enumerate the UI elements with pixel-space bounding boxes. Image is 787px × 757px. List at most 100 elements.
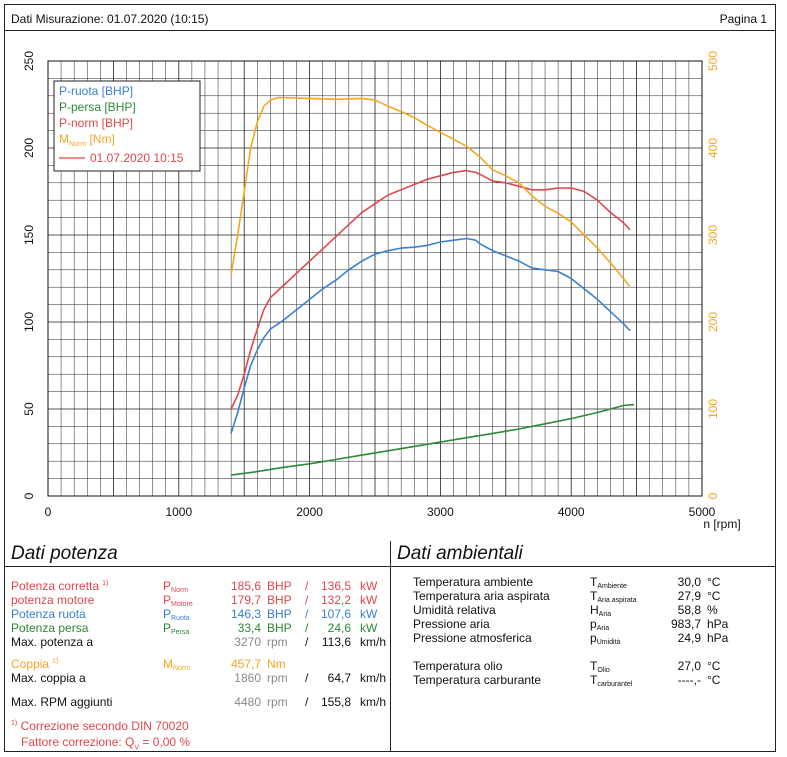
din-note-text: Correzione secondo DIN 70020 bbox=[20, 719, 189, 733]
ambientale-value: ----,- bbox=[677, 673, 701, 687]
x-tick-label: 3000 bbox=[427, 505, 454, 519]
ambientale-row: Temperatura olio TOlio 27,0 °C bbox=[391, 659, 775, 674]
potenza-unit-1: rpm bbox=[267, 695, 288, 709]
ambientale-symbol: TOlio bbox=[590, 659, 610, 674]
y-right-tick-label: 0 bbox=[706, 492, 720, 499]
potenza-row: potenza motore PMotore 179,7 BHP / 132,2 kW bbox=[5, 593, 391, 608]
din-note-marker: 1) bbox=[11, 720, 18, 727]
potenza-unit-1: rpm bbox=[267, 671, 288, 685]
ambientale-row: Temperatura aria aspirata TAria aspirata 2… bbox=[391, 589, 775, 604]
x-tick-label: 2000 bbox=[296, 505, 323, 519]
ambientale-row: Umidità relativa HAria 58,8% bbox=[391, 603, 775, 618]
report-frame: Dati Misurazione: 01.07.2020 (10:15) Pag… bbox=[4, 4, 776, 752]
ambientale-symbol: Tcarburantel bbox=[590, 673, 633, 688]
symbol-subscript: Ruota bbox=[171, 615, 190, 622]
ambientale-symbol: pAria bbox=[590, 617, 610, 632]
potenza-separator: / bbox=[305, 607, 309, 621]
legend-run-label: 01.07.2020 10:15 bbox=[90, 151, 184, 165]
potenza-label: Coppia 1) bbox=[11, 657, 59, 671]
potenza-row: Potenza persa PPersa 33,4 BHP / 24,6 kW bbox=[5, 621, 391, 636]
potenza-value-1: 4480 bbox=[234, 695, 261, 709]
y-left-tick-label: 150 bbox=[22, 225, 36, 245]
potenza-row: Potenza corretta 1) PNorm 185,6 BHP / 136,5 kW bbox=[5, 579, 391, 594]
ambientale-symbol: TAria aspirata bbox=[590, 589, 637, 604]
ambientale-row: Pressione atmosferica pUmidità 24,9 hPa bbox=[391, 631, 775, 646]
potenza-separator: / bbox=[305, 621, 309, 635]
dati-ambientali-section: Dati ambientali Temperatura ambiente TAmb… bbox=[391, 541, 775, 751]
symbol-subscript: Persa bbox=[171, 629, 190, 636]
series-line bbox=[230, 403, 635, 476]
symbol-subscript: Aria aspirata bbox=[597, 597, 637, 604]
potenza-separator: / bbox=[305, 695, 309, 709]
symbol-subscript: Motore bbox=[171, 601, 193, 608]
footnote-marker: 1) bbox=[102, 580, 109, 587]
potenza-value-1: 179,7 bbox=[230, 593, 261, 607]
symbol-subscript: Norm bbox=[173, 665, 191, 672]
y-left-tick-label: 250 bbox=[22, 51, 36, 71]
potenza-value-2: 155,8 bbox=[320, 695, 351, 709]
ambientale-unit: °C bbox=[707, 575, 721, 589]
chart-legend: P-ruota [BHP] P-persa [BHP] P-norm [BHP] MN… bbox=[53, 80, 201, 172]
symbol-subscript: Aria bbox=[598, 611, 612, 618]
potenza-value-2: 136,5 bbox=[320, 579, 351, 593]
potenza-unit-2: km/h bbox=[360, 671, 387, 685]
y-left-tick-label: 200 bbox=[22, 138, 36, 158]
potenza-label: Max. potenza a bbox=[11, 635, 94, 649]
symbol-subscript: Olio bbox=[597, 667, 610, 674]
x-tick-label: 5000 bbox=[689, 505, 716, 519]
potenza-value-2: 24,6 bbox=[327, 621, 351, 635]
ambientale-value: 24,9 bbox=[677, 631, 701, 645]
footnote-marker: 1) bbox=[52, 658, 59, 665]
potenza-symbol: PRuota bbox=[163, 607, 190, 622]
x-axis-label: n [rpm] bbox=[703, 517, 740, 531]
symbol-subscript: Umidità bbox=[596, 639, 621, 646]
ambientale-label: Pressione aria bbox=[413, 617, 490, 631]
potenza-row: Coppia 1) MNorm 457,7 Nm bbox=[5, 657, 391, 672]
symbol-subscript: Norm bbox=[171, 587, 189, 594]
potenza-unit-1: BHP bbox=[267, 607, 292, 621]
correction-factor: Fattore correzione: QV = 0,00 % bbox=[21, 735, 190, 751]
series-line bbox=[230, 96, 631, 288]
legend-entry: P-persa [BHP] bbox=[59, 100, 136, 114]
ambientale-label: Temperatura aria aspirata bbox=[413, 589, 550, 603]
potenza-symbol: PNorm bbox=[163, 579, 189, 594]
legend-entry: P-ruota [BHP] bbox=[59, 84, 133, 98]
y-left-tick-label: 100 bbox=[22, 312, 36, 332]
potenza-value-2: 107,6 bbox=[320, 607, 351, 621]
potenza-separator: / bbox=[305, 671, 309, 685]
potenza-symbol: MNorm bbox=[163, 657, 191, 672]
x-tick-label: 0 bbox=[45, 505, 52, 519]
potenza-value-1: 3270 bbox=[234, 635, 261, 649]
potenza-value-1: 457,7 bbox=[230, 657, 261, 671]
potenza-value-2: 132,2 bbox=[320, 593, 351, 607]
potenza-label: Max. RPM aggiunti bbox=[11, 695, 113, 709]
potenza-value-1: 185,6 bbox=[230, 579, 261, 593]
potenza-unit-1: rpm bbox=[267, 635, 288, 649]
ambientale-value: 30,0 bbox=[677, 575, 701, 589]
x-tick-label: 4000 bbox=[558, 505, 585, 519]
y-right-tick-label: 200 bbox=[706, 312, 720, 332]
series-line bbox=[230, 169, 631, 410]
legend-box bbox=[53, 80, 201, 172]
dati-potenza-title: Dati potenza bbox=[11, 543, 118, 564]
plot-border bbox=[47, 60, 703, 497]
ambientale-value: 27,9 bbox=[677, 589, 701, 603]
potenza-unit-1: BHP bbox=[267, 621, 292, 635]
potenza-separator: / bbox=[305, 593, 309, 607]
ambientale-unit: °C bbox=[707, 659, 721, 673]
report-header: Dati Misurazione: 01.07.2020 (10:15) Pag… bbox=[5, 5, 775, 31]
correction-factor-value: = 0,00 % bbox=[139, 735, 191, 749]
symbol-subscript: Aria bbox=[596, 625, 610, 632]
din-note: 1) Correzione secondo DIN 70020 bbox=[11, 719, 189, 733]
potenza-row: Potenza ruota PRuota 146,3 BHP / 107,6 kW bbox=[5, 607, 391, 622]
potenza-label: Max. coppia a bbox=[11, 671, 86, 685]
potenza-row: Max. RPM aggiunti 4480 rpm / 155,8 km/h bbox=[5, 695, 391, 709]
legend-entry: MNorm [Nm] bbox=[59, 132, 115, 148]
potenza-value-2: 113,6 bbox=[321, 635, 351, 649]
ambientale-unit: hPa bbox=[707, 631, 729, 645]
ambientale-symbol: TAmbiente bbox=[590, 575, 627, 590]
potenza-unit-2: km/h bbox=[360, 635, 387, 649]
potenza-row: Max. potenza a 3270 rpm / 113,6 km/h bbox=[5, 635, 391, 649]
potenza-row: Max. coppia a 1860 rpm / 64,7 km/h bbox=[5, 671, 391, 685]
